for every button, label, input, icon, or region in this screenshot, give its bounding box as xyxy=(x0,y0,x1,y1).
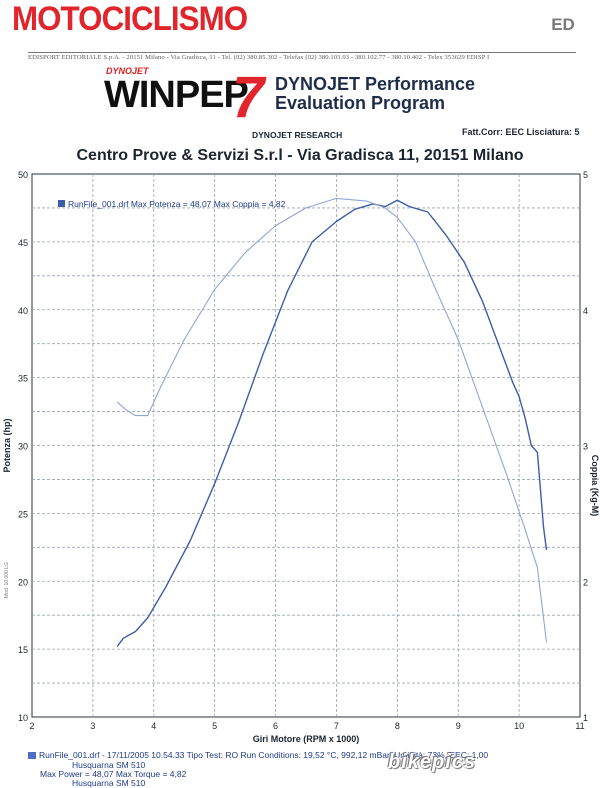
footer-line-3: Max Power = 48,07 Max Torque = 4,82 xyxy=(40,769,187,779)
winpep-brand: DYNOJET xyxy=(106,66,149,76)
program-title-line2: Evaluation Program xyxy=(275,93,446,113)
x-tick-label: 6 xyxy=(273,721,278,731)
x-tick-label: 8 xyxy=(395,721,400,731)
publisher-address: EDISPORT EDITORIALE S.p.A. - 20151 Milan… xyxy=(28,52,576,61)
watermark: bikepics xyxy=(388,751,477,773)
publisher-logo-text: ED xyxy=(551,15,575,34)
x-axis-label: Giri Motore (RPM x 1000) xyxy=(253,734,360,744)
legend-swatch xyxy=(58,200,65,207)
y-tick-label: 35 xyxy=(18,374,28,384)
footer-line-1-text: RunFile_001.drf - 17/11/2005 10.54.33 Ti… xyxy=(39,750,489,760)
x-tick-label: 11 xyxy=(575,721,584,731)
y-tick-label: 20 xyxy=(18,577,28,587)
y2-tick-label: 3 xyxy=(583,442,588,452)
footer-line-2: Husquarna SM 510 xyxy=(72,760,146,770)
y2-tick-label: 5 xyxy=(583,170,588,180)
series-line-coppia xyxy=(116,197,548,643)
y-tick-label: 30 xyxy=(18,442,28,452)
masthead-logo: MOTOCICLISMO xyxy=(12,0,248,38)
program-title-line1: DYNOJET Performance xyxy=(275,74,476,94)
legend-text: RunFile_001.drf Max Potenza = 48,07 Max … xyxy=(68,199,286,209)
chart-title: Centro Prove & Servizi S.r.l - Via Gradi… xyxy=(76,147,524,164)
x-tick-label: 9 xyxy=(456,721,461,731)
y-tick-label: 40 xyxy=(18,306,28,316)
y2-tick-label: 2 xyxy=(583,577,588,587)
x-tick-label: 10 xyxy=(514,721,524,731)
program-title: DYNOJET Performance Evaluation Program xyxy=(275,75,475,113)
winpep-word: WINPEP xyxy=(104,74,249,116)
run-file-icon xyxy=(28,752,36,759)
x-tick-label: 5 xyxy=(212,721,217,731)
settings-label: Fatt.Corr: EEC Lisciatura: 5 xyxy=(462,127,580,137)
x-tick-label: 7 xyxy=(334,721,339,731)
y-tick-label: 45 xyxy=(18,238,28,248)
y-axis-label: Potenza (hp) xyxy=(2,419,12,473)
side-tag: Mod. 10.000 LG xyxy=(4,562,10,598)
y2-tick-label: 4 xyxy=(583,306,588,316)
x-tick-label: 3 xyxy=(90,721,95,731)
x-tick-label: 2 xyxy=(29,721,34,731)
y-tick-label: 25 xyxy=(18,509,28,519)
y2-tick-label: 1 xyxy=(583,713,588,723)
y-tick-label: 10 xyxy=(18,713,28,723)
winpep-seven: 7 xyxy=(232,65,265,130)
y-tick-label: 15 xyxy=(18,645,28,655)
footer-line-1: RunFile_001.drf - 17/11/2005 10.54.33 Ti… xyxy=(28,750,488,760)
winpep-logo: DYNOJET WINPEP 7 xyxy=(104,65,264,130)
publisher-logo: ED xyxy=(548,14,578,34)
series-line-potenza xyxy=(116,199,548,647)
dyno-chart: 2 3 4 5 6 7 8 9 10 1110152025303540455012345Giri … xyxy=(2,170,600,744)
research-label: DYNOJET RESEARCH xyxy=(252,130,343,140)
x-tick-label: 4 xyxy=(151,721,156,731)
y-tick-label: 50 xyxy=(18,170,28,180)
footer-line-4: Husquarna SM 510 xyxy=(72,778,146,788)
y2-axis-label: Coppia (Kg-M) xyxy=(590,455,600,516)
